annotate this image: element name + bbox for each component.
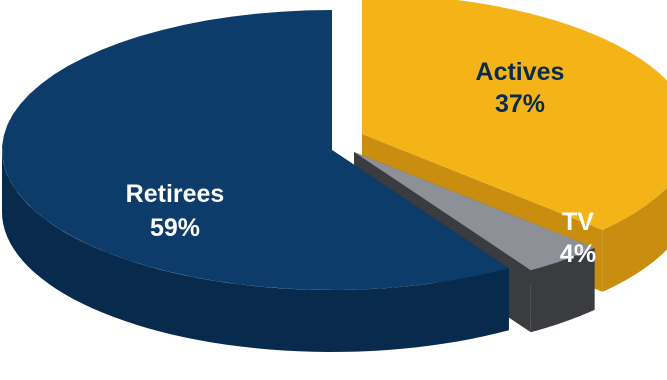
pie-slice-labels: Actives 37% TV 4% Retirees 59% bbox=[126, 58, 596, 268]
slice-label-actives-name: Actives bbox=[476, 58, 565, 86]
slice-label-tv-name: TV bbox=[562, 208, 594, 236]
pie-slice-retirees bbox=[2, 10, 509, 290]
pie-side-retirees bbox=[2, 150, 509, 352]
slice-label-actives-value: 37% bbox=[495, 90, 545, 118]
pie-slice-tops bbox=[2, 0, 667, 290]
slice-label-tv-value: 4% bbox=[560, 240, 596, 268]
pie-slice-actives bbox=[362, 0, 667, 230]
pie-slice-tv bbox=[354, 152, 595, 271]
slice-label-retirees-name: Retirees bbox=[126, 180, 225, 208]
slice-label-retirees-value: 59% bbox=[150, 214, 200, 242]
pie-side-actives bbox=[602, 187, 667, 292]
